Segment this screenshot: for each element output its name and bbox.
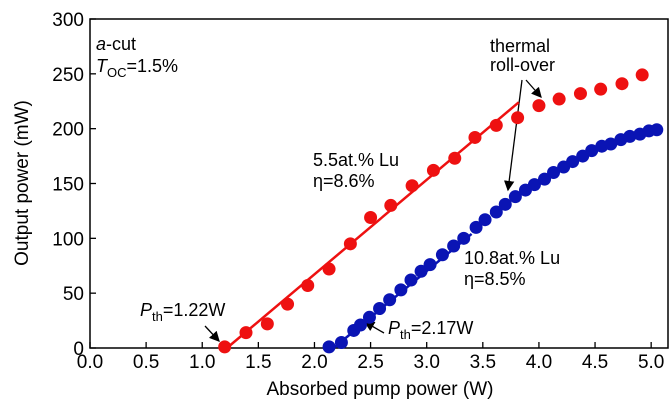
arrows xyxy=(204,79,542,342)
x-tick-label: 5.0 xyxy=(638,352,664,373)
data-point xyxy=(404,273,418,287)
data-point xyxy=(426,163,440,177)
data-point xyxy=(322,340,336,354)
annotation: TOC=1.5% xyxy=(96,56,178,80)
y-axis-label: Output power (mW) xyxy=(12,100,33,266)
annotation: 5.5at.% Lu xyxy=(313,150,399,170)
y-tick-label: 200 xyxy=(52,120,84,141)
x-tick-label: 2.0 xyxy=(301,352,327,373)
x-tick-label: 1.0 xyxy=(189,352,215,373)
data-point xyxy=(362,310,376,324)
data-point xyxy=(343,237,357,251)
x-axis-label: Absorbed pump power (W) xyxy=(266,379,493,400)
data-point xyxy=(334,336,348,350)
annotation: 10.8at.% Lu xyxy=(464,248,560,268)
data-point xyxy=(281,297,295,311)
data-point xyxy=(498,197,512,211)
y-tick-label: 100 xyxy=(52,229,84,250)
y-tick-label: 50 xyxy=(63,284,84,305)
data-point xyxy=(623,129,637,143)
data-point xyxy=(650,123,664,137)
x-tick-label: 4.0 xyxy=(526,352,552,373)
data-point xyxy=(594,82,608,96)
data-point xyxy=(573,87,587,101)
data-point xyxy=(489,205,503,219)
data-point xyxy=(447,239,461,253)
data-point xyxy=(414,264,428,278)
data-point xyxy=(373,302,387,316)
annotation: η=8.6% xyxy=(313,171,375,191)
data-point xyxy=(239,326,253,340)
annotation: roll-over xyxy=(490,55,555,75)
y-tick-label: 0 xyxy=(73,339,84,360)
x-tick-label: 2.5 xyxy=(357,352,383,373)
annotation: Pth=1.22W xyxy=(140,300,225,324)
data-point xyxy=(532,99,546,113)
data-point xyxy=(384,198,398,212)
data-point xyxy=(468,130,482,144)
annotation: η=8.5% xyxy=(464,269,526,289)
y-tick-label: 250 xyxy=(52,65,84,86)
data-point xyxy=(218,340,232,354)
data-point xyxy=(585,144,599,158)
annotation: Pth=2.17W xyxy=(388,318,473,342)
x-tick-label: 1.5 xyxy=(245,352,271,373)
data-point xyxy=(635,68,649,82)
data-point xyxy=(322,262,336,276)
data-point xyxy=(448,151,462,165)
data-point xyxy=(527,178,541,192)
x-tick-label: 3.0 xyxy=(413,352,439,373)
annotation: thermal xyxy=(490,36,550,56)
x-tick-label: 3.5 xyxy=(470,352,496,373)
data-point xyxy=(508,190,522,204)
y-tick-label: 150 xyxy=(52,175,84,196)
data-point xyxy=(552,92,566,106)
data-point xyxy=(478,213,492,227)
data-point xyxy=(566,155,580,169)
data-point xyxy=(511,111,525,125)
data-point xyxy=(364,210,378,224)
data-point xyxy=(353,318,367,332)
data-point xyxy=(435,248,449,262)
data-point xyxy=(405,179,419,193)
data-point xyxy=(301,278,315,292)
data-point xyxy=(489,118,503,132)
x-tick-label: 4.5 xyxy=(582,352,608,373)
data-point xyxy=(457,231,471,245)
x-tick-label: 0.5 xyxy=(133,352,159,373)
data-point xyxy=(615,77,629,91)
annotation: a-cut xyxy=(96,34,136,54)
data-point xyxy=(260,317,274,331)
data-point xyxy=(604,137,618,151)
y-tick-label: 300 xyxy=(52,10,84,31)
data-point xyxy=(394,283,408,297)
x-tick-label: 0.0 xyxy=(77,352,103,373)
data-point xyxy=(547,166,561,180)
data-point xyxy=(538,172,552,186)
fit-line xyxy=(226,101,520,349)
data-point xyxy=(423,258,437,272)
data-point xyxy=(469,220,483,234)
data-point xyxy=(383,293,397,307)
